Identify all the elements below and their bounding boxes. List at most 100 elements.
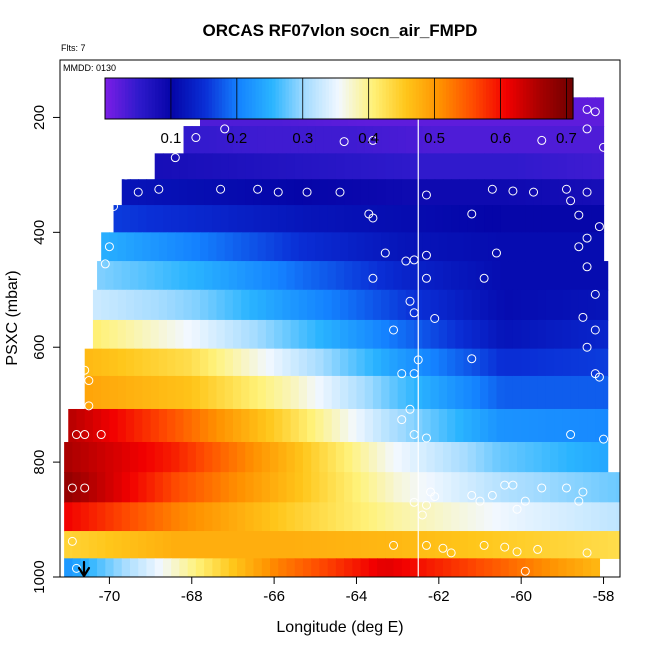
heatmap-cell: [442, 205, 452, 233]
heatmap-cell: [496, 232, 506, 262]
x-tick-label: -68: [181, 588, 203, 605]
heatmap-cell: [80, 502, 90, 532]
heatmap-cell: [475, 261, 485, 291]
heatmap-cell: [278, 205, 288, 233]
colorbar-swatch: [315, 78, 320, 119]
x-tick-label: -66: [263, 588, 285, 605]
heatmap-cell: [200, 408, 209, 443]
y-tick-label: 600: [31, 335, 48, 360]
heatmap-cell: [80, 442, 90, 473]
heatmap-cell: [249, 348, 259, 377]
heatmap-cell: [545, 375, 555, 410]
colorbar-swatch: [509, 78, 514, 119]
heatmap-cell: [270, 558, 279, 577]
heatmap-cell: [167, 375, 176, 410]
heatmap-cell: [125, 408, 135, 443]
heatmap-cell: [216, 126, 226, 154]
colorbar-swatch: [472, 78, 477, 119]
heatmap-cell: [451, 442, 461, 473]
heatmap-cell: [154, 502, 164, 532]
colorbar-swatch: [292, 78, 297, 119]
heatmap-cell: [138, 531, 148, 559]
heatmap-cell: [154, 531, 164, 559]
heatmap-cell: [438, 126, 448, 154]
colorbar-swatch: [222, 78, 226, 119]
heatmap-cell: [566, 205, 576, 233]
heatmap-cell: [442, 153, 452, 180]
colorbar-swatch: [195, 78, 200, 119]
heatmap-cell: [451, 153, 461, 180]
heatmap-cell: [447, 319, 456, 350]
colorbar-swatch: [496, 78, 501, 119]
colorbar-swatch: [552, 78, 557, 119]
heatmap-cell: [265, 408, 275, 443]
colorbar-swatch: [429, 78, 434, 119]
heatmap-cell: [500, 205, 510, 233]
colorbar-swatch: [322, 78, 327, 119]
heatmap-cell: [340, 126, 349, 154]
heatmap-cell: [200, 375, 209, 410]
observation-point: [599, 142, 609, 152]
heatmap-cell: [587, 126, 596, 154]
heatmap-cell: [360, 442, 370, 473]
heatmap-cell: [385, 179, 395, 206]
heatmap-cell: [484, 179, 493, 206]
heatmap-cell: [405, 348, 415, 377]
heatmap-cell: [171, 179, 181, 206]
heatmap-cell: [315, 348, 325, 377]
heatmap-cell: [162, 205, 172, 233]
heatmap-cell: [591, 472, 601, 503]
heatmap-cell: [72, 558, 82, 577]
heatmap-cell: [512, 232, 522, 262]
heatmap-cell: [208, 408, 218, 443]
heatmap-cell: [113, 442, 123, 473]
x-tick-label: -60: [510, 588, 532, 605]
heatmap-cell: [397, 289, 407, 321]
heatmap-cell: [162, 153, 172, 180]
colorbar-frame: [104, 77, 574, 120]
heatmap-cell: [150, 375, 160, 410]
heatmap-cell: [241, 348, 251, 377]
heatmap-cell: [550, 442, 559, 473]
colorbar-swatch: [372, 78, 377, 119]
heatmap-cell: [410, 531, 419, 559]
observation-point: [397, 369, 407, 379]
colorbar-swatch: [536, 78, 541, 119]
heatmap-cell: [467, 261, 477, 291]
heatmap-cell: [191, 408, 201, 443]
heatmap-cell: [591, 558, 601, 577]
observation-point: [487, 184, 497, 194]
heatmap-cell: [162, 179, 172, 206]
heatmap-cell: [451, 531, 461, 559]
observation-point: [438, 543, 448, 553]
heatmap-cell: [154, 179, 164, 206]
heatmap-cell: [463, 232, 473, 262]
heatmap-cell: [72, 442, 82, 473]
heatmap-cell: [455, 348, 465, 377]
heatmap-cell: [459, 472, 469, 503]
observation-point: [561, 184, 571, 194]
heatmap-cell: [525, 205, 535, 233]
heatmap-cell: [130, 442, 139, 473]
heatmap-cell: [142, 289, 152, 321]
heatmap-cell: [88, 472, 98, 503]
colorbar-swatch: [519, 78, 524, 119]
y-tick-label: 400: [31, 220, 48, 245]
x-tick-label: -62: [428, 588, 450, 605]
heatmap-cell: [512, 319, 522, 350]
heatmap-cell: [533, 442, 543, 473]
heatmap-cell: [525, 472, 535, 503]
observation-point: [417, 510, 427, 520]
y-tick-label: 800: [31, 450, 48, 475]
heatmap-cell: [492, 442, 502, 473]
heatmap-cell: [430, 375, 440, 410]
heatmap-cell: [422, 408, 432, 443]
heatmap-cell: [294, 179, 304, 206]
heatmap-cell: [537, 289, 547, 321]
heatmap-cell: [550, 472, 559, 503]
heatmap-cell: [241, 126, 251, 154]
observation-point: [409, 369, 419, 379]
heatmap-cell: [545, 348, 555, 377]
heatmap-cell: [570, 319, 580, 350]
heatmap-cell: [418, 502, 428, 532]
